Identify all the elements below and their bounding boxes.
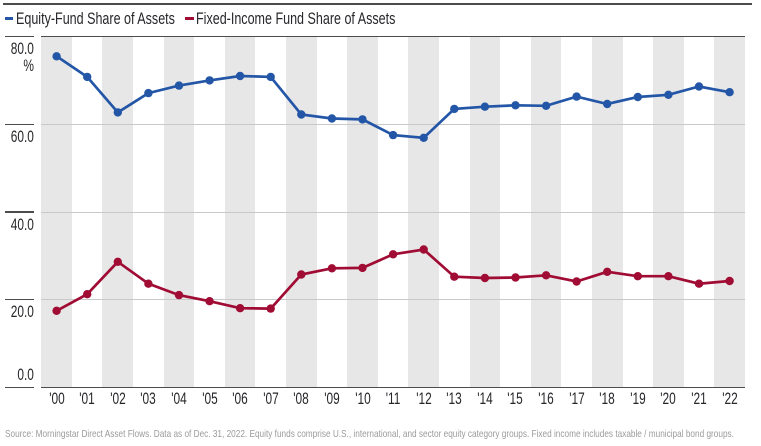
- data-point-marker: [174, 290, 184, 300]
- series-fixed-income: [52, 245, 734, 315]
- y-tick-mark: [4, 123, 34, 126]
- top-rule: [3, 3, 752, 5]
- data-point-marker: [358, 263, 367, 273]
- x-tick-label: '03: [140, 389, 157, 408]
- data-point-marker: [603, 267, 612, 276]
- series-line: [55, 248, 730, 312]
- x-tick-label: '07: [262, 389, 279, 408]
- data-point-marker: [511, 273, 520, 282]
- y-tick-mark: [4, 298, 34, 301]
- data-point-marker: [266, 304, 275, 313]
- y-tick-label: 0.0: [17, 366, 34, 385]
- legend-label-equity: Equity-Fund Share of Assets: [16, 9, 176, 28]
- x-tick-label: '06: [232, 389, 248, 408]
- data-point-marker: [327, 114, 337, 123]
- data-point-marker: [419, 245, 428, 254]
- y-tick-label: 20.0: [10, 303, 34, 322]
- data-point-marker: [541, 271, 551, 280]
- gridline: [41, 299, 745, 301]
- data-point-marker: [144, 88, 153, 98]
- data-point-marker: [450, 104, 459, 114]
- data-point-marker: [327, 264, 337, 273]
- data-point-marker: [633, 272, 642, 281]
- data-point-marker: [266, 72, 275, 82]
- x-tick-label: '08: [293, 389, 310, 408]
- x-tick-label: '11: [385, 389, 401, 408]
- data-point-marker: [511, 101, 520, 110]
- data-point-marker: [572, 277, 581, 286]
- data-point-marker: [725, 276, 734, 286]
- data-point-marker: [664, 272, 673, 281]
- x-tick-label: '12: [415, 389, 432, 408]
- x-tick-label: '10: [354, 389, 371, 408]
- gridline: [41, 124, 745, 126]
- y-tick-mark: [4, 211, 34, 213]
- gridline: [41, 211, 745, 213]
- data-point-marker: [572, 92, 581, 101]
- data-point-marker: [52, 52, 61, 61]
- data-point-marker: [358, 115, 367, 124]
- x-tick-label: '13: [446, 389, 463, 408]
- x-tick-label: '05: [201, 389, 218, 408]
- legend-swatch-fixed-income: [184, 16, 195, 21]
- data-point-marker: [419, 133, 428, 142]
- data-point-marker: [235, 304, 245, 313]
- data-point-marker: [113, 257, 123, 266]
- x-tick-label: '02: [110, 389, 126, 408]
- data-point-marker: [694, 279, 704, 288]
- y-tick-label: 40.0: [10, 215, 34, 234]
- data-point-marker: [83, 72, 92, 82]
- plot-top-border: [41, 35, 745, 37]
- data-point-marker: [388, 130, 398, 140]
- data-point-marker: [113, 108, 123, 117]
- x-axis-line: [41, 387, 745, 389]
- x-tick-label: '22: [721, 389, 738, 408]
- data-point-marker: [205, 76, 214, 85]
- x-tick-label: '04: [171, 389, 187, 408]
- data-point-marker: [480, 102, 490, 111]
- data-point-marker: [725, 88, 734, 97]
- y-tick-mark: [4, 386, 34, 388]
- data-point-marker: [297, 270, 306, 279]
- legend-label-fixed-income: Fixed-Income Fund Share of Assets: [196, 9, 396, 28]
- data-point-marker: [83, 290, 92, 299]
- data-point-marker: [480, 273, 490, 283]
- x-tick-label: '18: [599, 389, 615, 408]
- source-note: Source: Morningstar Direct Asset Flows. …: [4, 428, 734, 440]
- y-axis-unit: %: [23, 56, 34, 75]
- data-point-marker: [633, 92, 642, 102]
- x-tick-label: '01: [79, 389, 95, 408]
- data-point-marker: [450, 272, 459, 281]
- x-tick-label: '21: [691, 389, 707, 408]
- x-tick-label: '00: [48, 389, 65, 408]
- x-tick-label: '19: [630, 389, 646, 408]
- data-point-marker: [541, 101, 551, 111]
- data-point-marker: [694, 82, 704, 91]
- x-tick-label: '17: [568, 389, 585, 408]
- y-tick-label: 80.0: [10, 40, 34, 59]
- legend-swatch-equity: [4, 16, 14, 21]
- data-point-marker: [297, 110, 306, 119]
- x-tick-label: '14: [477, 389, 493, 408]
- series-line: [55, 55, 730, 140]
- x-tick-label: '20: [660, 389, 677, 408]
- data-point-marker: [205, 297, 214, 306]
- x-tick-label: '09: [324, 389, 340, 408]
- y-tick-label: 60.0: [10, 128, 34, 147]
- data-point-marker: [603, 99, 612, 109]
- x-tick-label: '15: [507, 389, 524, 408]
- data-point-marker: [174, 81, 184, 90]
- data-point-marker: [235, 71, 245, 81]
- data-point-marker: [52, 306, 61, 315]
- data-point-marker: [144, 279, 153, 288]
- x-tick-label: '16: [538, 389, 554, 408]
- y-tick-mark: [4, 36, 34, 38]
- series-equity: [52, 52, 734, 142]
- data-point-marker: [388, 250, 398, 259]
- data-point-marker: [664, 90, 673, 100]
